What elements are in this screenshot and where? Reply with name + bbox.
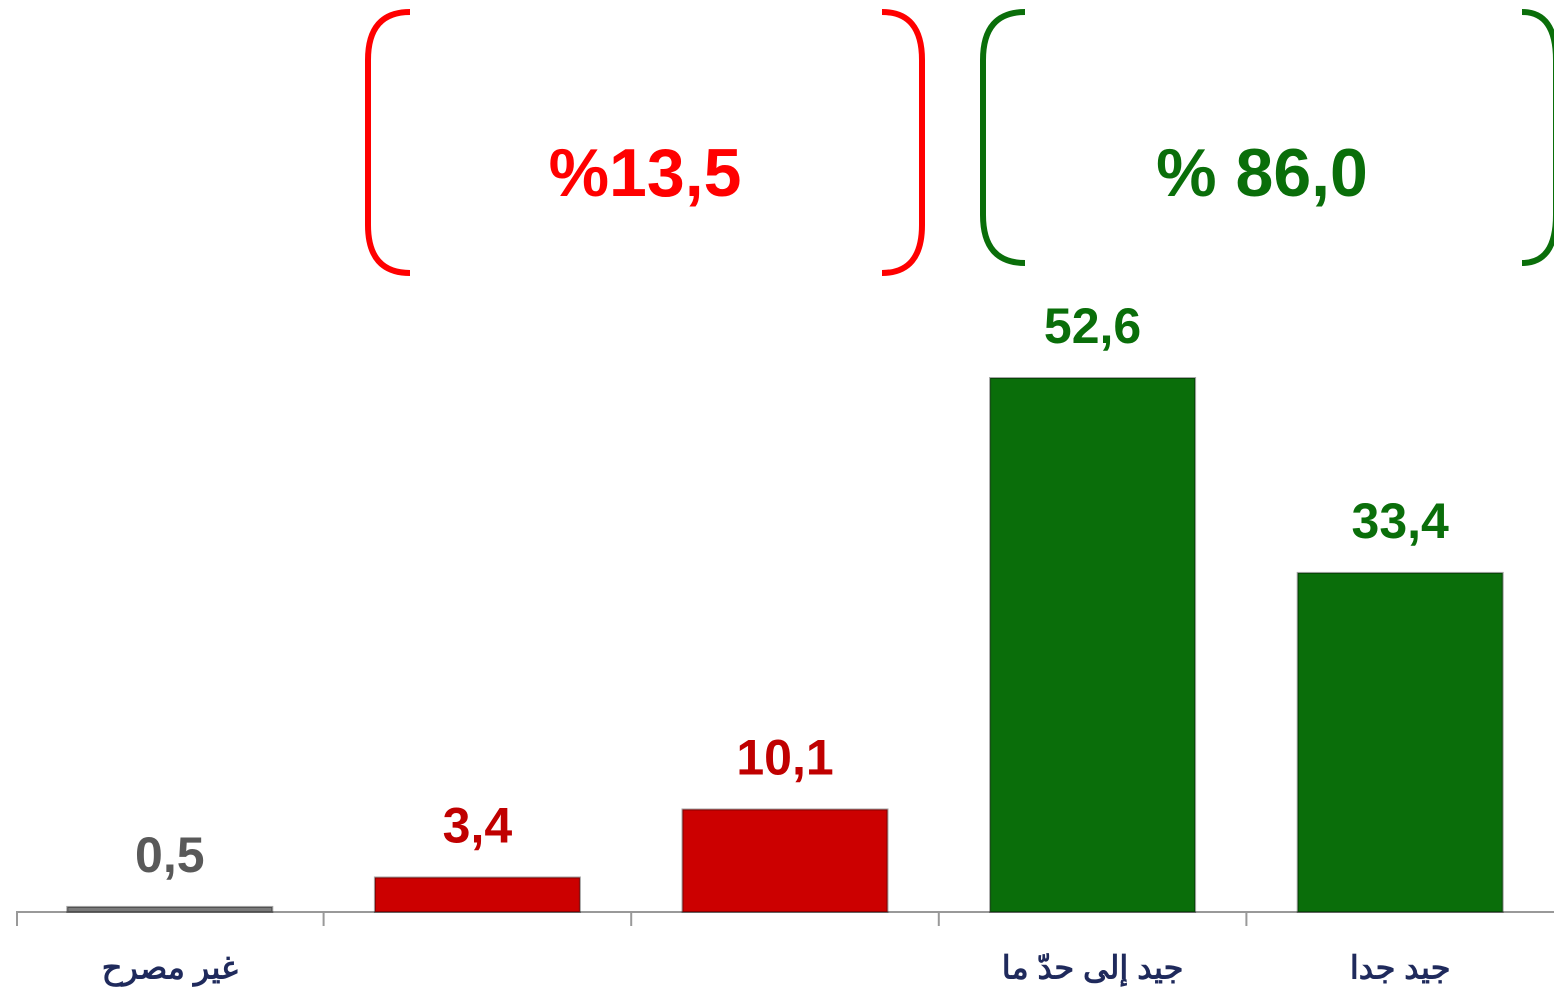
value-label: 33,4 bbox=[1352, 493, 1450, 549]
value-label: 52,6 bbox=[1044, 298, 1141, 354]
x-tick-label: جيد جدا bbox=[1350, 949, 1451, 985]
value-label: 10,1 bbox=[736, 730, 833, 786]
bar bbox=[989, 377, 1197, 913]
value-label: 3,4 bbox=[443, 798, 513, 854]
annotation: %13,5 bbox=[549, 135, 742, 211]
bar bbox=[1296, 571, 1504, 913]
bar bbox=[373, 876, 581, 914]
bar bbox=[66, 905, 274, 913]
value-label: 0,5 bbox=[135, 827, 205, 883]
bracket-left bbox=[980, 9, 1026, 266]
bracket-right bbox=[1521, 9, 1554, 266]
annotation: % 86,0 bbox=[1156, 135, 1368, 211]
bar bbox=[681, 808, 889, 913]
x-tick-label: جيد إلى حدّ ما bbox=[1002, 949, 1184, 987]
bracket-right bbox=[881, 9, 925, 276]
bracket-left bbox=[365, 9, 411, 276]
x-tick-label: غير مصرح bbox=[102, 949, 238, 987]
